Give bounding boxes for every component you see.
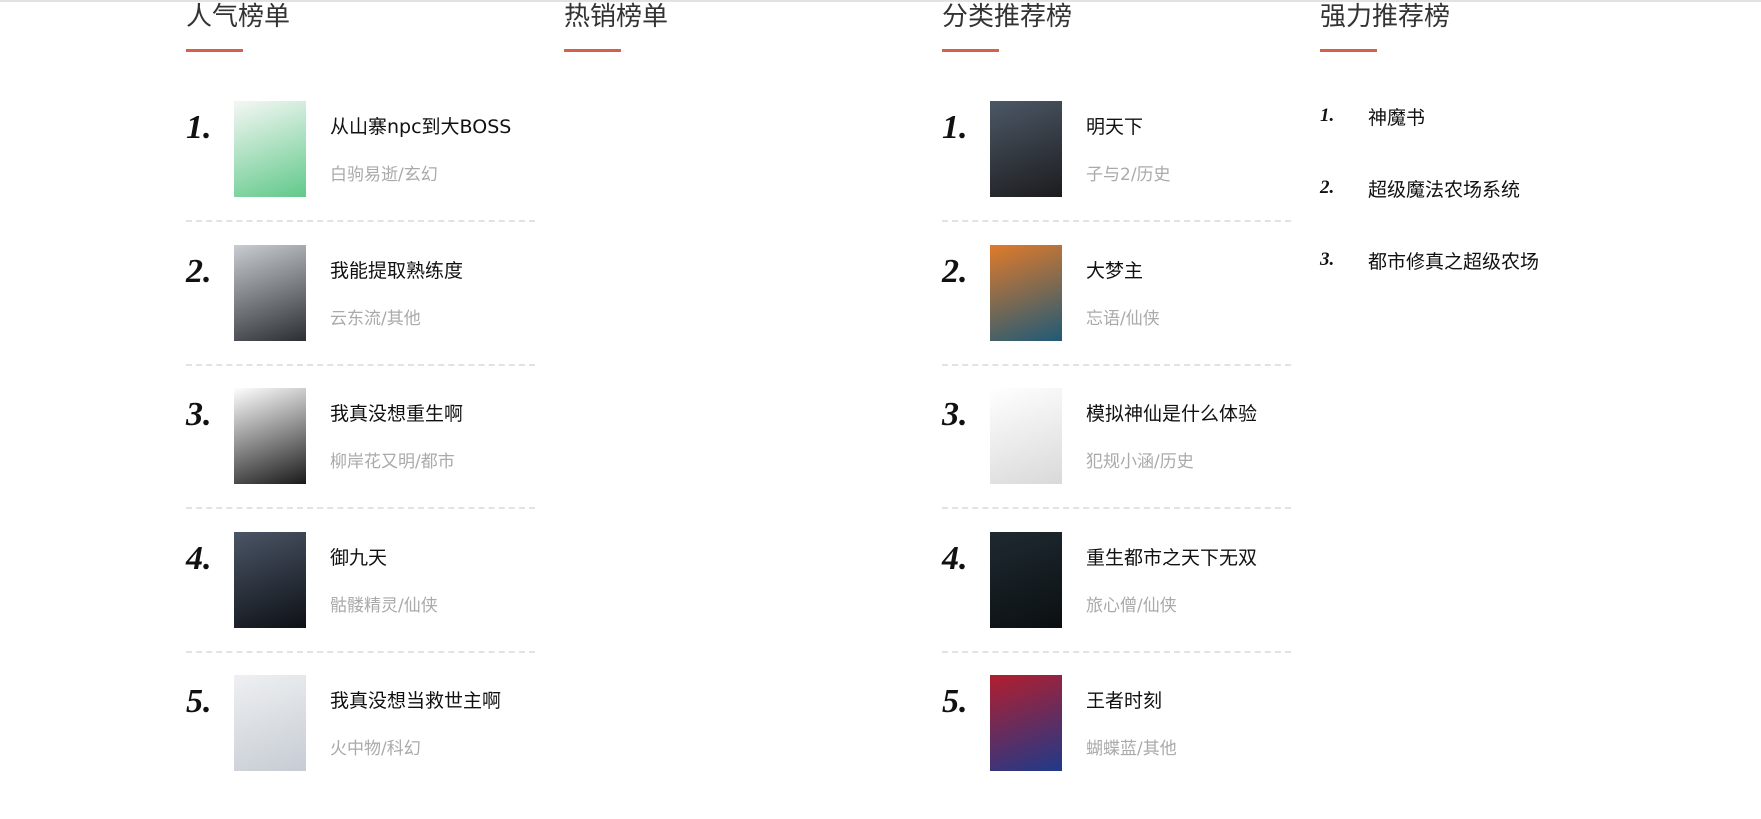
rank-number: 2. [1320, 177, 1335, 198]
book-list-item[interactable]: 1. 从山寨npc到大BOSS 白驹易逝/玄幻 [186, 101, 536, 245]
heading-underline [186, 49, 243, 52]
book-author-genre: 火中物/科幻 [330, 739, 421, 759]
book-author-genre: 骷髅精灵/仙侠 [330, 595, 438, 616]
rank-number: 1. [1320, 105, 1335, 126]
rank-number: 4. [942, 539, 968, 577]
book-author-genre: 蝴蝶蓝/其他 [1086, 739, 1177, 759]
book-author-genre: 犯规小涵/历史 [1086, 452, 1194, 472]
book-author-genre: 柳岸花又明/都市 [330, 452, 455, 472]
book-title[interactable]: 御九天 [330, 546, 388, 569]
book-title[interactable]: 我能提取熟练度 [330, 259, 464, 282]
book-list-item[interactable]: 4. 御九天 骷髅精灵/仙侠 [186, 531, 536, 676]
book-title[interactable]: 模拟神仙是什么体验 [1086, 403, 1258, 425]
divider [942, 507, 1291, 509]
divider [942, 650, 1291, 653]
book-cover[interactable] [990, 675, 1062, 771]
section-heading: 分类推荐榜 [942, 2, 1073, 32]
heading-underline [942, 49, 999, 52]
book-cover[interactable] [990, 531, 1062, 628]
rank-number: 2. [942, 252, 968, 290]
book-cover[interactable] [234, 244, 306, 341]
section-heading: 热销榜单 [564, 2, 669, 32]
divider [186, 220, 535, 222]
book-list-item[interactable]: 3. 都市修真之超级农场 [1320, 241, 1670, 281]
book-title[interactable]: 我真没想重生啊 [330, 403, 464, 425]
heading-underline [564, 49, 621, 52]
book-title[interactable]: 超级魔法农场系统 [1368, 179, 1521, 201]
book-title[interactable]: 王者时刻 [1086, 690, 1163, 712]
section-heading: 强力推荐榜 [1320, 2, 1451, 32]
divider [186, 363, 535, 366]
book-title[interactable]: 明天下 [1086, 116, 1144, 138]
book-cover[interactable] [234, 388, 306, 484]
section-heading: 人气榜单 [186, 2, 291, 32]
book-title[interactable]: 大梦主 [1086, 259, 1144, 282]
book-list-item[interactable]: 3. 我真没想重生啊 柳岸花又明/都市 [186, 388, 536, 532]
book-author-genre: 子与2/历史 [1086, 165, 1171, 185]
rank-number: 1. [942, 109, 968, 146]
rank-number: 4. [186, 539, 212, 577]
rank-number: 3. [186, 396, 212, 433]
book-cover[interactable] [234, 531, 306, 628]
divider [942, 220, 1291, 222]
book-cover[interactable] [990, 101, 1062, 197]
divider [186, 507, 535, 509]
book-author-genre: 忘语/仙侠 [1086, 308, 1160, 329]
book-title[interactable]: 从山寨npc到大BOSS [330, 116, 512, 138]
rank-number: 3. [1320, 249, 1335, 270]
book-list-item[interactable]: 1. 明天下 子与2/历史 [942, 101, 1292, 245]
divider [186, 650, 535, 653]
book-list-item[interactable]: 5. 王者时刻 蝴蝶蓝/其他 [942, 675, 1292, 819]
book-list-item[interactable]: 2. 大梦主 忘语/仙侠 [942, 244, 1292, 389]
divider [942, 363, 1291, 366]
book-author-genre: 云东流/其他 [330, 308, 421, 329]
book-cover[interactable] [990, 388, 1062, 484]
book-title[interactable]: 神魔书 [1368, 107, 1426, 129]
book-list-item[interactable]: 2. 我能提取熟练度 云东流/其他 [186, 244, 536, 389]
book-title[interactable]: 我真没想当救世主啊 [330, 690, 502, 712]
book-author-genre: 白驹易逝/玄幻 [330, 165, 438, 185]
rank-number: 5. [942, 683, 968, 720]
book-list-item[interactable]: 1. 神魔书 [1320, 97, 1670, 137]
book-title[interactable]: 都市修真之超级农场 [1368, 251, 1540, 273]
rank-number: 3. [942, 396, 968, 433]
book-cover[interactable] [990, 244, 1062, 341]
book-cover[interactable] [234, 101, 306, 197]
heading-underline [1320, 49, 1377, 52]
book-list-item[interactable]: 4. 重生都市之天下无双 旅心僧/仙侠 [942, 531, 1292, 676]
book-title[interactable]: 重生都市之天下无双 [1086, 546, 1258, 569]
book-list-item[interactable]: 2. 超级魔法农场系统 [1320, 169, 1670, 209]
rank-number: 5. [186, 683, 212, 720]
book-author-genre: 旅心僧/仙侠 [1086, 595, 1177, 616]
rank-number: 2. [186, 252, 212, 290]
book-list-item[interactable]: 3. 模拟神仙是什么体验 犯规小涵/历史 [942, 388, 1292, 532]
book-list-item[interactable]: 5. 我真没想当救世主啊 火中物/科幻 [186, 675, 536, 819]
rank-number: 1. [186, 109, 212, 146]
book-cover[interactable] [234, 675, 306, 771]
